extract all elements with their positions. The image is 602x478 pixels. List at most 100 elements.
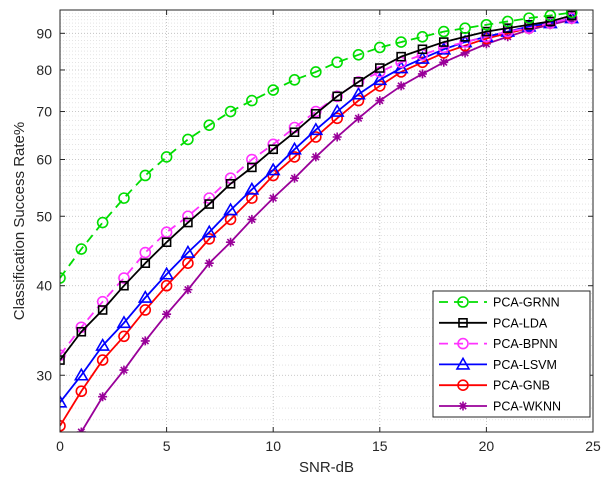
data-point	[373, 41, 386, 54]
data-point	[60, 394, 68, 408]
legend-label: PCA-WKNN	[493, 400, 561, 414]
data-point	[437, 25, 450, 38]
data-point	[183, 285, 193, 295]
data-point	[76, 326, 87, 337]
data-point	[352, 48, 365, 61]
y-tick-label: 40	[36, 278, 52, 294]
y-tick-label: 90	[36, 25, 52, 41]
data-point	[352, 76, 365, 88]
data-point	[182, 210, 194, 223]
series-pca-grnn	[60, 10, 578, 284]
x-tick-label: 10	[265, 438, 281, 454]
data-point	[160, 226, 173, 239]
y-tick-label: 30	[36, 367, 52, 383]
data-point	[289, 127, 300, 138]
legend-marker	[457, 337, 469, 350]
legend: PCA-GRNN PCA-LDA PCA-BPNN PCA-LSVM PCA-GNB PC…	[432, 290, 591, 418]
data-point	[223, 202, 238, 216]
data-point	[139, 169, 152, 182]
data-point	[544, 10, 557, 22]
data-point	[565, 12, 578, 24]
data-point	[331, 112, 343, 125]
data-point	[224, 105, 237, 118]
data-point	[60, 355, 65, 365]
data-point	[73, 367, 89, 381]
data-point	[287, 141, 302, 155]
y-tick-label: 80	[36, 62, 52, 78]
legend-item: PCA-GRNN	[439, 296, 560, 310]
data-point	[246, 153, 258, 166]
data-point	[226, 237, 236, 247]
data-point	[311, 108, 321, 119]
data-point	[204, 199, 215, 209]
data-point	[290, 173, 300, 183]
series-pca-lda	[60, 10, 577, 365]
legend-label: PCA-GRNN	[493, 296, 560, 310]
data-point	[438, 37, 449, 47]
data-point	[203, 119, 216, 131]
data-point	[524, 25, 534, 35]
series-group	[60, 10, 580, 432]
legend-label: PCA-LSVM	[493, 358, 557, 372]
data-point	[160, 279, 173, 292]
data-point	[439, 57, 449, 67]
y-tick-label: 70	[36, 104, 52, 120]
x-axis-label: SNR-dB	[299, 459, 354, 476]
data-point	[265, 162, 281, 176]
data-point	[118, 272, 130, 284]
data-point	[288, 151, 301, 163]
legend-item: PCA-WKNN	[439, 400, 561, 414]
legend-marker	[457, 296, 469, 308]
data-point	[95, 337, 111, 351]
data-point	[502, 23, 513, 33]
data-point	[480, 18, 493, 31]
data-point	[331, 90, 343, 103]
data-point	[396, 81, 406, 91]
series-line	[60, 11, 572, 279]
series-line	[60, 17, 572, 427]
data-point	[98, 392, 108, 402]
legend-marker	[458, 401, 468, 411]
data-point	[116, 315, 132, 329]
data-point	[60, 349, 66, 361]
legend-item: PCA-GNB	[439, 379, 550, 393]
legend-marker	[458, 317, 468, 328]
data-point	[246, 94, 258, 107]
x-tick-label: 0	[56, 438, 64, 454]
data-point	[352, 94, 365, 107]
data-point	[182, 257, 194, 270]
axis-ticks: 0 5 10 15 20 25 30 40 50 60 70 80 90	[36, 10, 601, 454]
data-point	[139, 246, 152, 259]
data-point	[162, 309, 172, 319]
data-point	[97, 305, 108, 315]
data-point	[417, 69, 427, 79]
data-point	[140, 258, 151, 269]
data-point	[372, 72, 388, 86]
data-point	[329, 103, 345, 117]
legend-item: PCA-LDA	[439, 316, 548, 330]
y-tick-label: 60	[36, 152, 52, 168]
data-point	[247, 162, 257, 173]
data-point	[353, 113, 363, 123]
x-tick-label: 25	[585, 438, 601, 454]
legend-label: PCA-BPNN	[493, 337, 558, 351]
data-point	[244, 181, 260, 195]
data-point	[119, 365, 129, 375]
data-point	[203, 233, 216, 245]
data-point	[565, 10, 578, 19]
data-point	[395, 36, 407, 48]
data-point	[268, 144, 279, 155]
data-point	[182, 133, 194, 146]
data-point	[545, 16, 556, 27]
data-point	[393, 60, 409, 74]
data-point	[524, 19, 534, 30]
data-point	[460, 48, 470, 58]
series-line	[60, 17, 572, 356]
data-point	[501, 15, 514, 28]
data-point	[246, 192, 258, 204]
data-point	[160, 151, 173, 163]
data-point	[118, 192, 130, 204]
data-point	[159, 266, 174, 280]
data-point	[310, 105, 322, 118]
